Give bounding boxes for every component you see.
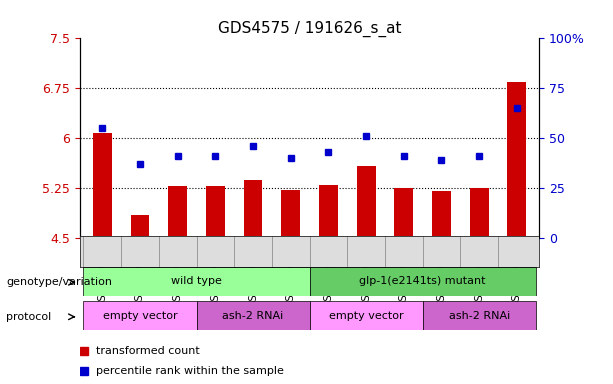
Bar	[281, 190, 300, 238]
Text: transformed count: transformed count	[96, 346, 199, 356]
Text: genotype/variation: genotype/variation	[6, 277, 112, 287]
Bar	[432, 192, 451, 238]
Bar	[168, 186, 187, 238]
FancyBboxPatch shape	[83, 301, 197, 330]
Bar	[508, 82, 526, 238]
Text: percentile rank within the sample: percentile rank within the sample	[96, 366, 284, 376]
FancyBboxPatch shape	[422, 301, 536, 330]
Text: wild type: wild type	[171, 276, 222, 286]
Bar	[470, 188, 489, 238]
Text: glp-1(e2141ts) mutant: glp-1(e2141ts) mutant	[359, 276, 486, 286]
Bar	[131, 215, 150, 238]
Text: empty vector: empty vector	[102, 311, 177, 321]
FancyBboxPatch shape	[310, 301, 422, 330]
Bar	[93, 133, 112, 238]
Text: empty vector: empty vector	[329, 311, 403, 321]
Bar	[319, 185, 338, 238]
FancyBboxPatch shape	[197, 301, 310, 330]
FancyBboxPatch shape	[83, 267, 310, 296]
Text: ash-2 RNAi: ash-2 RNAi	[449, 311, 510, 321]
Bar	[357, 166, 376, 238]
FancyBboxPatch shape	[310, 267, 536, 296]
Bar	[206, 186, 225, 238]
Text: ash-2 RNAi: ash-2 RNAi	[223, 311, 284, 321]
Text: protocol: protocol	[6, 312, 51, 322]
Title: GDS4575 / 191626_s_at: GDS4575 / 191626_s_at	[218, 21, 402, 37]
Bar	[394, 188, 413, 238]
Bar	[243, 180, 262, 238]
